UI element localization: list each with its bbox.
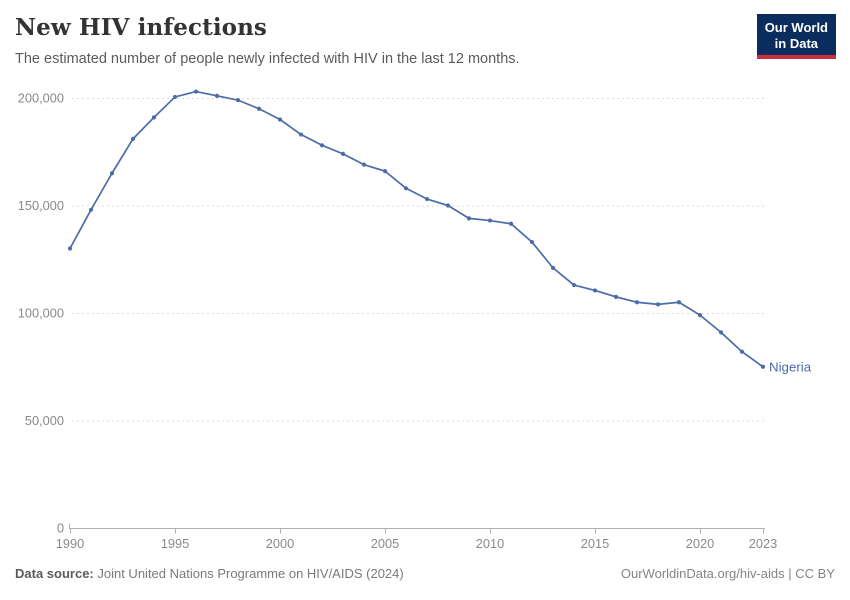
- x-tick-label: 2020: [686, 536, 714, 551]
- data-point[interactable]: [487, 218, 493, 223]
- data-point[interactable]: [655, 302, 661, 307]
- data-point[interactable]: [172, 94, 178, 100]
- data-point[interactable]: [424, 196, 430, 202]
- data-point[interactable]: [340, 151, 346, 156]
- x-tick-label: 2023: [749, 536, 777, 551]
- data-point[interactable]: [361, 162, 367, 167]
- owid-logo-line1: Our World: [764, 20, 828, 35]
- data-point[interactable]: [403, 186, 409, 191]
- y-tick-label: 50,000: [25, 413, 64, 428]
- x-tick-label: 2000: [266, 536, 294, 551]
- data-point[interactable]: [298, 132, 304, 137]
- data-point[interactable]: [88, 207, 94, 212]
- data-source-label: Data source:: [15, 566, 94, 581]
- data-point[interactable]: [445, 203, 451, 208]
- data-point[interactable]: [67, 246, 73, 251]
- x-tick-label: 1990: [56, 536, 84, 551]
- x-tick-label: 1995: [161, 536, 189, 551]
- data-point[interactable]: [571, 282, 577, 288]
- data-point[interactable]: [151, 115, 157, 120]
- chart-subtitle: The estimated number of people newly inf…: [15, 51, 520, 67]
- data-point[interactable]: [382, 169, 388, 174]
- series-line[interactable]: [69, 90, 764, 368]
- data-point[interactable]: [277, 117, 283, 122]
- y-tick-label: 100,000: [18, 306, 64, 321]
- data-point[interactable]: [550, 265, 556, 270]
- data-point[interactable]: [634, 300, 640, 305]
- data-source-note: Data source: Joint United Nations Progra…: [15, 566, 404, 581]
- data-point[interactable]: [130, 136, 136, 141]
- data-point[interactable]: [109, 171, 115, 176]
- owid-logo[interactable]: Our World in Data: [756, 14, 836, 60]
- y-tick-label: 200,000: [18, 91, 64, 106]
- owid-url[interactable]: OurWorldinData.org/hiv-aids | CC BY: [620, 566, 835, 581]
- data-point[interactable]: [235, 98, 241, 103]
- data-point[interactable]: [256, 106, 262, 111]
- data-point[interactable]: [214, 93, 220, 98]
- data-point[interactable]: [508, 221, 514, 226]
- data-point[interactable]: [319, 143, 325, 148]
- data-point[interactable]: [718, 330, 724, 335]
- page-title: New HIV infections: [15, 14, 267, 41]
- data-source-value: Joint United Nations Programme on HIV/AI…: [93, 566, 404, 581]
- x-tick-label: 2015: [581, 536, 609, 551]
- data-point[interactable]: [760, 364, 766, 369]
- x-tick-label: 2005: [371, 536, 399, 551]
- data-point[interactable]: [193, 89, 199, 94]
- footer: Data source: Joint United Nations Progra…: [15, 566, 835, 581]
- data-point[interactable]: [613, 294, 619, 299]
- data-point[interactable]: [466, 216, 472, 221]
- data-point[interactable]: [529, 239, 535, 245]
- series-end-label[interactable]: Nigeria: [769, 359, 812, 374]
- data-point[interactable]: [676, 300, 682, 305]
- owid-logo-line2: in Data: [774, 35, 819, 51]
- data-point[interactable]: [739, 349, 745, 354]
- y-tick-label: 150,000: [18, 198, 64, 213]
- data-point[interactable]: [592, 288, 598, 293]
- y-tick-label: 0: [57, 521, 64, 536]
- x-tick-label: 2010: [476, 536, 504, 551]
- data-point[interactable]: [697, 313, 703, 318]
